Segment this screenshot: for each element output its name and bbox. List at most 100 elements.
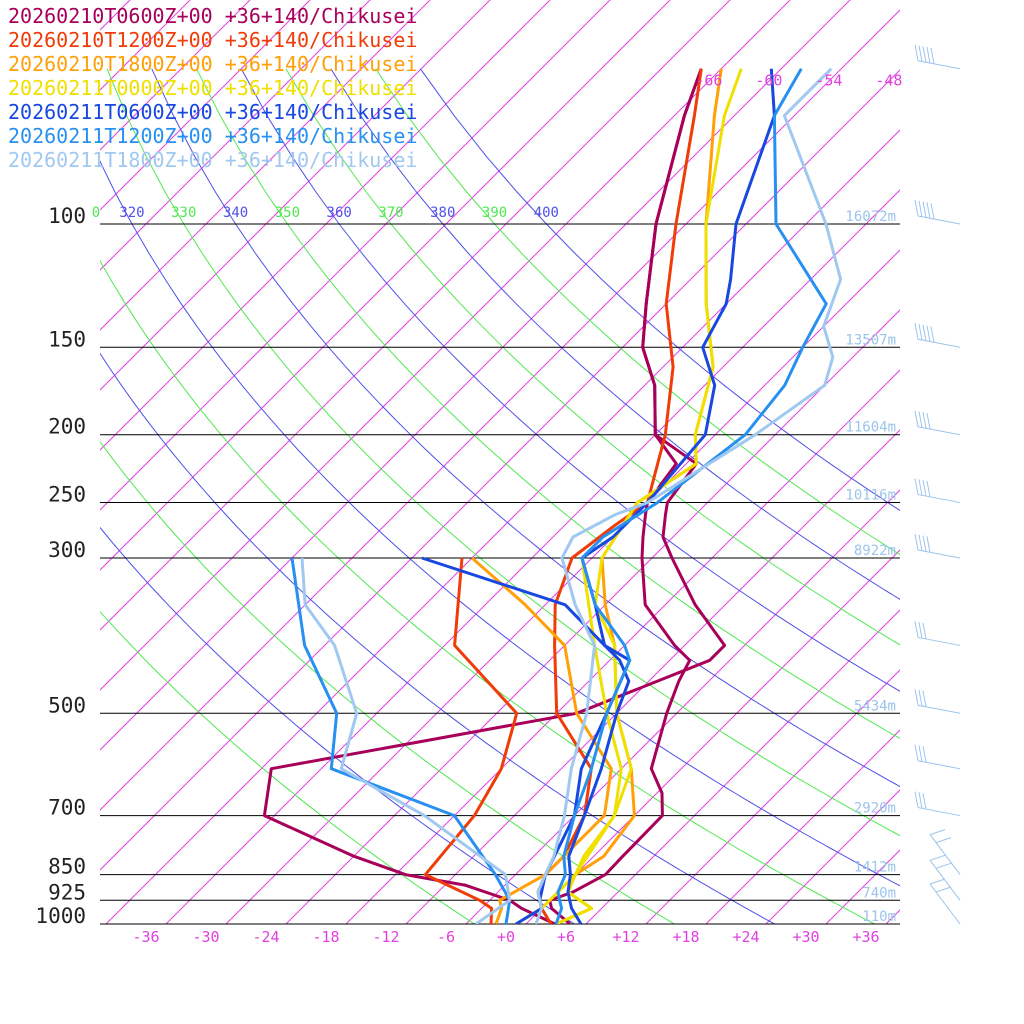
height-label: 13507m: [845, 332, 896, 348]
wind-barb-flag: [918, 479, 923, 496]
wind-barb-flag: [926, 480, 931, 498]
wind-barb-staff: [917, 760, 961, 770]
wind-barb-flag: [914, 323, 919, 340]
wind-barb-flag: [922, 324, 927, 341]
isentrope-label: 340: [223, 205, 248, 221]
isentrope-label: 380: [430, 205, 455, 221]
legend-entry: 20260211T1200Z+00 +36+140/Chikusei: [8, 124, 417, 148]
wind-barb-staff: [917, 426, 961, 436]
isotherm-line: [885, 909, 900, 924]
temperature-tick-label: +30: [792, 928, 819, 946]
wind-barb-flag: [918, 745, 923, 762]
wind-barb-staff: [917, 636, 961, 646]
wind-barb-staff: [929, 883, 961, 925]
wind-barb-flag: [918, 411, 923, 428]
isotherm-line: [645, 669, 900, 924]
pressure-tick-label: 100: [48, 204, 86, 228]
isentrope-line: [419, 68, 900, 512]
temperature-tick-label: +12: [612, 928, 639, 946]
wind-barb-staff: [917, 60, 961, 70]
isentrope-label: 390: [482, 205, 507, 221]
temperature-tick-label: -12: [372, 928, 399, 946]
wind-barb: [914, 478, 961, 504]
isentrope-line: [100, 352, 776, 924]
wind-barb-staff: [917, 494, 961, 504]
isotherm-line: [765, 789, 900, 924]
wind-barb-flag: [918, 323, 923, 341]
wind-barb-flag: [914, 621, 919, 638]
wind-barb-flag: [929, 878, 946, 885]
wind-barb-flag: [918, 534, 923, 551]
isentrope-label: 370: [378, 205, 403, 221]
wind-barb-flag: [922, 480, 927, 497]
temperature-tick-label: +18: [672, 928, 699, 946]
isentrope-label: 350: [275, 205, 300, 221]
wind-barb-staff: [917, 338, 961, 348]
isentrope-line: [100, 610, 476, 924]
upper-isotherm-label: -54: [815, 72, 842, 90]
isentrope-label: 360: [327, 205, 352, 221]
wind-barb-flag: [929, 854, 946, 861]
wind-barb-flag: [918, 689, 923, 707]
wind-barb-flag: [914, 744, 919, 761]
legend-entry: 20260210T1800Z+00 +36+140/Chikusei: [8, 52, 417, 76]
wind-barb-staff: [929, 859, 961, 901]
isentrope-label: 0: [92, 205, 100, 221]
wind-barb-flag: [926, 47, 931, 64]
isentrope-label: 320: [119, 205, 144, 221]
wind-barb-flag: [930, 47, 935, 64]
wind-barb-flag: [935, 886, 952, 893]
isotherm-line: [100, 0, 251, 151]
wind-barb-flag: [930, 326, 935, 343]
sounding-line: [290, 557, 512, 924]
pressure-tick-label: 925: [48, 880, 86, 904]
height-label: 11604m: [845, 420, 896, 436]
legend-entry: 20260211T0000Z+00 +36+140/Chikusei: [8, 76, 417, 100]
legend-entry: 20260210T0600Z+00 +36+140/Chikusei: [8, 4, 417, 28]
pressure-tick-label: 300: [48, 538, 86, 562]
pressure-tick-label: 500: [48, 693, 86, 717]
isentrope-line: [100, 526, 576, 924]
height-label: 10116m: [845, 488, 896, 504]
wind-barb-flag: [926, 536, 931, 553]
pressure-tick-label: 150: [48, 327, 86, 351]
isotherm-line: [585, 609, 900, 924]
isotherm-line: [100, 0, 311, 211]
wind-barb-flag: [922, 746, 927, 763]
temperature-tick-label: -18: [312, 928, 339, 946]
sounding-line: [423, 557, 519, 924]
wind-barb-flag: [922, 622, 927, 640]
isotherm-line: [465, 489, 900, 924]
legend-entry: 20260211T1800Z+00 +36+140/Chikusei: [8, 148, 417, 172]
temperature-tick-label: +24: [732, 928, 759, 946]
wind-barb: [914, 44, 961, 70]
wind-barb-flag: [914, 199, 919, 217]
pressure-tick-label: 700: [48, 796, 86, 820]
wind-barb: [914, 410, 961, 436]
legend: 20260210T0600Z+00 +36+140/Chikusei 202602…: [8, 4, 417, 172]
wind-barb: [929, 829, 961, 875]
sounding-line: [515, 557, 623, 924]
wind-barb-staff: [917, 704, 961, 714]
wind-barb: [914, 791, 961, 817]
wind-barb: [914, 689, 961, 714]
upper-isotherm-label: -60: [755, 72, 782, 90]
isotherm-line: [100, 0, 371, 271]
sounding-line: [262, 68, 727, 924]
isentrope-line: [106, 68, 900, 837]
wind-barb-flag: [922, 412, 927, 429]
wind-barb-flag: [914, 689, 919, 706]
wind-barb-flag: [914, 533, 919, 551]
sounding-line: [300, 557, 512, 924]
isotherm-line: [525, 549, 900, 924]
sounding-line: [566, 68, 776, 924]
sounding-line: [534, 67, 843, 924]
wind-barb-flag: [922, 793, 927, 810]
pressure-tick-label: 250: [48, 483, 86, 507]
wind-barb-flag: [926, 325, 931, 342]
isentrope-line: [375, 68, 900, 556]
isentrope-label: 330: [171, 205, 196, 221]
sounding-line: [554, 67, 828, 924]
